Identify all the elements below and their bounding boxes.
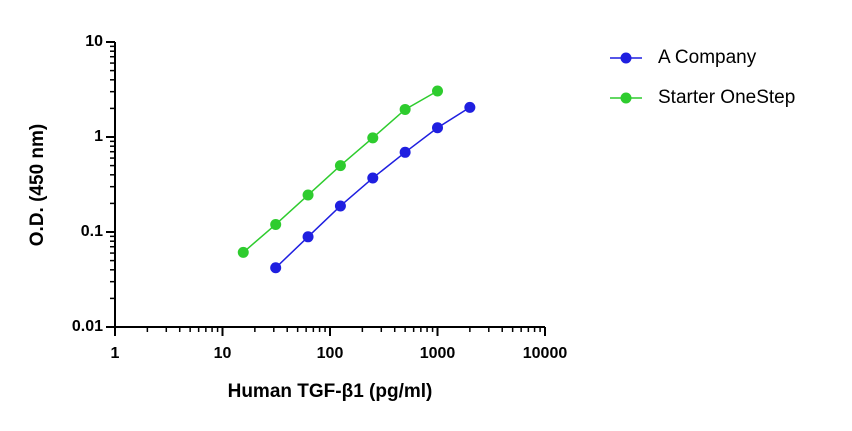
- x-tick-label: 100: [317, 345, 344, 362]
- y-tick-label: 0.01: [72, 318, 103, 335]
- data-point: [334, 200, 346, 212]
- y-tick-label: 10: [85, 33, 103, 50]
- legend-label: Starter OneStep: [658, 87, 795, 108]
- y-tick-label: 0.1: [81, 223, 103, 240]
- data-point: [367, 132, 379, 144]
- data-point: [399, 146, 411, 158]
- x-tick-label: 1000: [420, 345, 456, 362]
- legend-marker: [620, 52, 632, 64]
- data-point: [237, 246, 249, 258]
- legend-marker: [620, 92, 632, 104]
- data-point: [334, 160, 346, 172]
- x-tick-label: 10000: [523, 345, 568, 362]
- data-point: [270, 218, 282, 230]
- data-point: [367, 172, 379, 184]
- data-point: [270, 262, 282, 274]
- y-axis-label: O.D. (450 nm): [27, 124, 48, 246]
- x-tick-label: 1: [111, 345, 120, 362]
- y-tick-label: 1: [94, 128, 103, 145]
- data-point: [302, 189, 314, 201]
- data-point: [432, 85, 443, 97]
- data-point: [464, 101, 476, 113]
- legend-label: A Company: [658, 47, 757, 68]
- x-axis-label: Human TGF-β1 (pg/ml): [228, 381, 433, 402]
- x-tick-label: 10: [214, 345, 232, 362]
- data-point: [399, 103, 411, 115]
- data-point: [302, 231, 314, 243]
- data-point: [432, 122, 443, 134]
